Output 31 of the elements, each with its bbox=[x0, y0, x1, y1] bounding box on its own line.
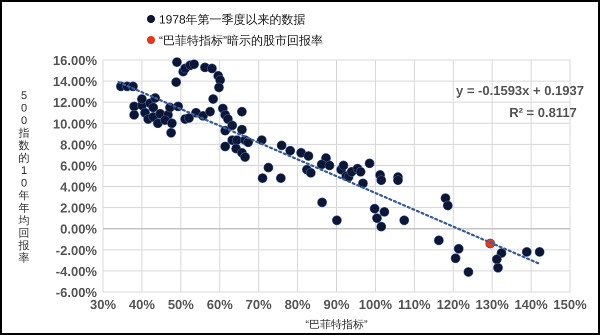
x-tick-label: 100% bbox=[358, 297, 392, 312]
x-tick-label: 130% bbox=[476, 297, 510, 312]
y-tick-label: -4.00% bbox=[56, 264, 98, 279]
y-tick-label: 16.00% bbox=[52, 53, 98, 68]
text: 500指数的10年年均回报率 bbox=[18, 90, 30, 264]
x-tick-label: 30% bbox=[90, 297, 116, 312]
x-tick-label: 110% bbox=[398, 297, 432, 312]
x-tick-label: 120% bbox=[436, 297, 470, 312]
annotation: R² = 0.8117 bbox=[509, 105, 577, 120]
x-tick-label: 140% bbox=[514, 297, 548, 312]
legend-label: “巴菲特指标”暗示的股市回报率 bbox=[159, 34, 323, 48]
x-tick-label: 70% bbox=[246, 297, 272, 312]
legend-label: 1978年第一季度以来的数据 bbox=[159, 12, 306, 26]
y-tick-label: 10.00% bbox=[52, 116, 98, 132]
x-axis-title: “巴菲特指标” bbox=[305, 318, 368, 331]
x-tick-label: 50% bbox=[168, 297, 194, 312]
x-tick-label: 150% bbox=[553, 297, 588, 312]
y-tick-label: 8.00% bbox=[60, 137, 98, 152]
annotation: y = -0.1593x + 0.1937 bbox=[456, 83, 584, 98]
y-tick-label: 6.00% bbox=[60, 158, 98, 174]
y-tick-label: 2.00% bbox=[60, 200, 98, 216]
x-tick-label: 60% bbox=[206, 297, 234, 312]
y-tick-label: -6.00% bbox=[56, 285, 98, 300]
x-tick-label: 80% bbox=[284, 297, 312, 312]
y-tick-label: 14.00% bbox=[52, 74, 98, 90]
y-tick-label: 12.00% bbox=[52, 95, 98, 110]
y-tick-label: -2.00% bbox=[56, 242, 98, 258]
x-tick-label: 90% bbox=[323, 297, 350, 312]
y-tick-label: 0.00% bbox=[60, 222, 98, 237]
y-tick-label: 4.00% bbox=[60, 180, 98, 195]
x-tick-label: 40% bbox=[128, 297, 156, 312]
